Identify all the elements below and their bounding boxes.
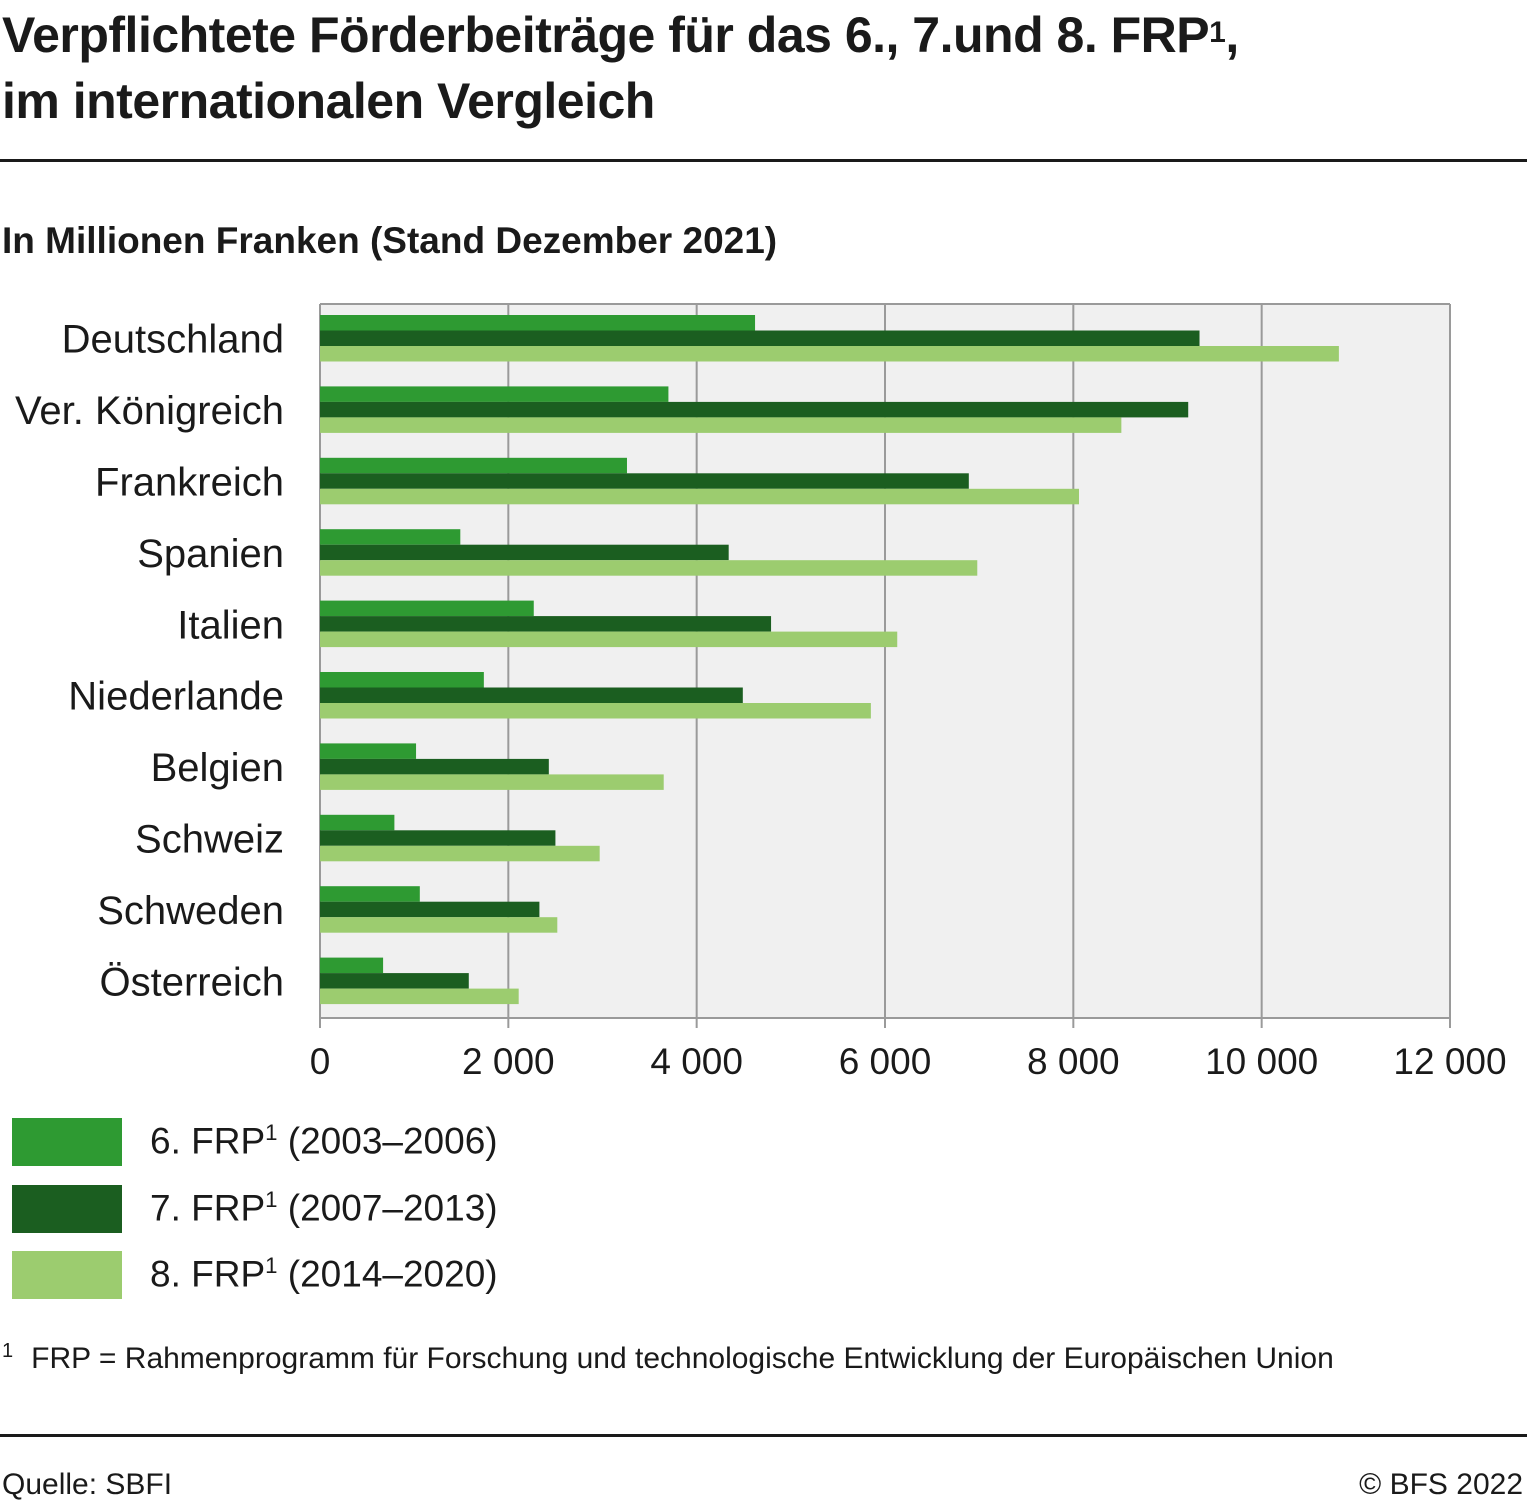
bar-chart: Deutschland Ver. Königreich Frankreich Span… (15, 303, 1507, 1082)
x-tick-label-5: 10 000 (1205, 1041, 1318, 1082)
legend-swatch-8-frp (12, 1251, 122, 1299)
bar-7-frp-5 (320, 687, 743, 703)
bar-7-frp-9 (320, 973, 469, 989)
bar-8-frp-3 (320, 560, 978, 576)
legend-swatch-6-frp (12, 1118, 122, 1166)
category-label-2: Frankreich (95, 461, 284, 505)
bar-8-frp-4 (320, 631, 898, 648)
bar-6-frp-5 (320, 672, 484, 688)
legend-item-7-frp: 7. FRP1 (2007–2013) (12, 1185, 812, 1233)
bar-7-frp-3 (320, 544, 729, 561)
bar-6-frp-0 (320, 315, 756, 331)
bar-8-frp-2 (320, 488, 1079, 505)
bar-8-frp-9 (320, 988, 519, 1005)
title-footnote-mark: 1 (1209, 16, 1226, 49)
bar-6-frp-3 (320, 529, 461, 545)
x-tick-label-6: 12 000 (1393, 1041, 1506, 1082)
legend-item-8-frp: 8. FRP1 (2014–2020) (12, 1251, 812, 1299)
footnote: 1 FRP = Rahmenprogramm für Forschung und … (2, 1340, 1334, 1376)
bar-8-frp-5 (320, 703, 871, 719)
category-label-8: Schweden (97, 889, 284, 933)
title-divider (0, 159, 1527, 162)
bar-6-frp-4 (320, 600, 534, 617)
bar-7-frp-6 (320, 758, 549, 775)
chart-title: Verpflichtete Förderbeiträge für das 6.,… (2, 2, 1522, 134)
bar-8-frp-7 (320, 845, 600, 862)
bar-7-frp-0 (320, 330, 1200, 346)
title-line-1: Verpflichtete Förderbeiträge für das 6.,… (2, 7, 1210, 63)
chart-subtitle: In Millionen Franken (Stand Dezember 202… (2, 220, 778, 261)
bar-8-frp-6 (320, 774, 664, 790)
legend-item-6-frp: 6. FRP1 (2003–2006) (12, 1118, 812, 1166)
category-label-9: Österreich (100, 960, 285, 1004)
source-label: Quelle: SBFI (2, 1468, 173, 1501)
category-label-0: Deutschland (62, 318, 284, 362)
title-line-2: im internationalen Vergleich (2, 73, 655, 129)
bar-8-frp-8 (320, 917, 558, 933)
x-tick-label-0: 0 (310, 1041, 331, 1082)
x-tick-label-3: 6 000 (839, 1041, 932, 1082)
bar-6-frp-9 (320, 957, 384, 974)
copyright-label: © BFS 2022 (1359, 1468, 1523, 1501)
bar-8-frp-0 (320, 346, 1339, 362)
legend-label-8-frp: 8. FRP1 (2014–2020) (150, 1253, 498, 1295)
bar-6-frp-1 (320, 386, 669, 402)
x-tick-label-2: 4 000 (650, 1041, 743, 1082)
footnote-mark: 1 (2, 1340, 14, 1362)
legend-swatch-7-frp (12, 1185, 122, 1233)
bar-6-frp-7 (320, 814, 395, 831)
category-label-1: Ver. Königreich (15, 389, 284, 433)
category-label-6: Belgien (151, 746, 284, 790)
bar-6-frp-6 (320, 743, 417, 759)
footnote-text: FRP = Rahmenprogramm für Forschung und t… (31, 1342, 1334, 1375)
bar-7-frp-1 (320, 401, 1189, 418)
x-tick-label-1: 2 000 (462, 1041, 555, 1082)
title-comma: , (1225, 7, 1239, 63)
bar-7-frp-2 (320, 473, 969, 489)
legend-label-6-frp: 6. FRP1 (2003–2006) (150, 1120, 498, 1162)
footer-divider (0, 1434, 1527, 1437)
bar-8-frp-1 (320, 417, 1122, 433)
bar-7-frp-7 (320, 830, 556, 846)
bar-6-frp-8 (320, 886, 420, 902)
bar-6-frp-2 (320, 457, 627, 474)
category-label-7: Schweiz (135, 818, 284, 862)
category-label-5: Niederlande (68, 675, 284, 719)
bar-7-frp-4 (320, 616, 772, 632)
x-tick-label-4: 8 000 (1027, 1041, 1120, 1082)
bar-7-frp-8 (320, 901, 540, 918)
category-label-4: Italien (177, 603, 284, 647)
category-label-3: Spanien (137, 532, 284, 576)
legend-label-7-frp: 7. FRP1 (2007–2013) (150, 1187, 498, 1229)
